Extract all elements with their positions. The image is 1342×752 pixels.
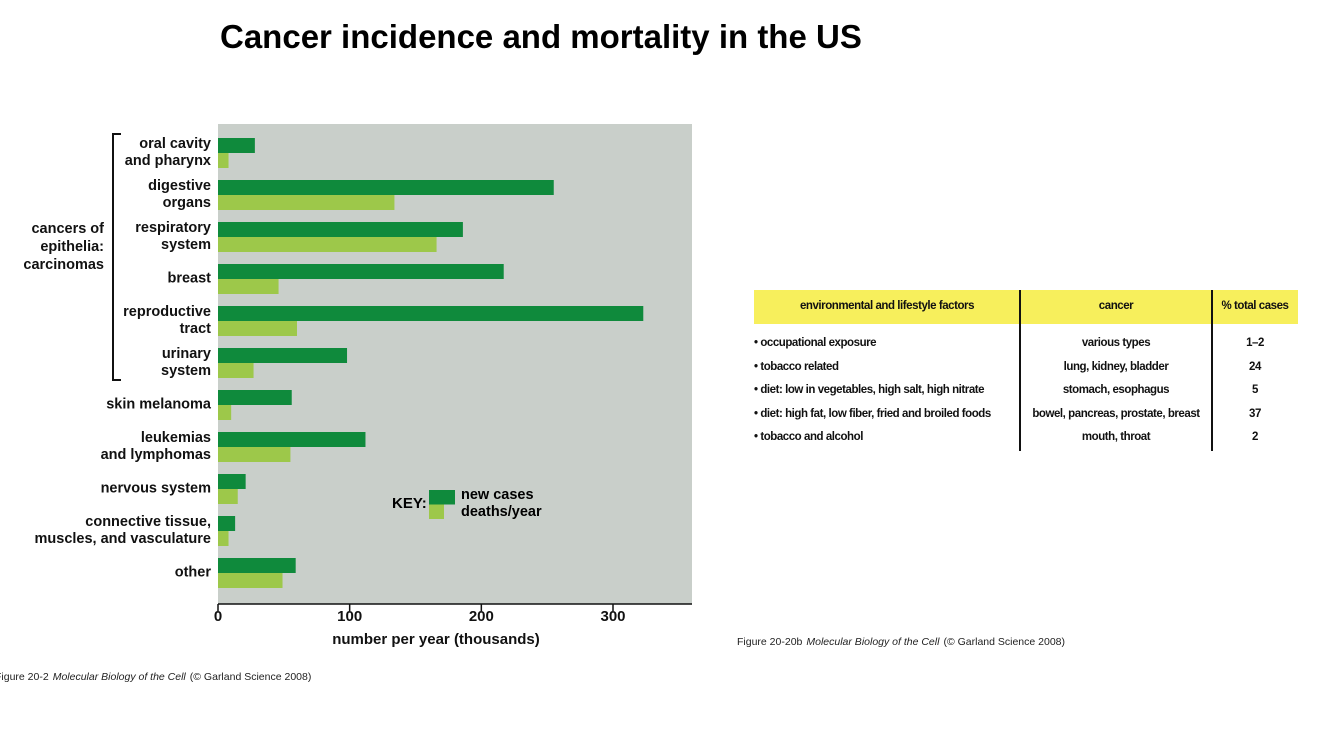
table-cell: • tobacco related (754, 360, 839, 373)
table-cell: bowel, pancreas, prostate, breast (1032, 407, 1200, 420)
table-cell: • diet: low in vegetables, high salt, hi… (754, 384, 985, 396)
table-header-cell: % total cases (1221, 300, 1289, 312)
bar (218, 390, 292, 405)
x-tick-label: 0 (213, 608, 223, 625)
x-tick-label: 200 (468, 608, 494, 625)
group-bracket (112, 133, 121, 381)
legend-label: new cases (461, 487, 534, 503)
bar (218, 222, 463, 237)
caption: Figure 20-2 Molecular Biology of the Cell… (0, 671, 315, 683)
x-axis-label: number per year (thousands) (332, 631, 540, 648)
legend-label: deaths/year (461, 504, 542, 520)
category-label: nervous system (100, 480, 211, 497)
category-label: other (174, 564, 211, 581)
bar (218, 348, 348, 363)
table-header-bg (754, 290, 1298, 324)
caption-book: Molecular Biology of the Cell (52, 671, 186, 683)
bar (218, 195, 395, 210)
legend-swatch (429, 490, 455, 505)
bar (218, 558, 296, 573)
bar (218, 138, 255, 153)
table-cell: 2 (1252, 431, 1258, 443)
bar (218, 264, 504, 279)
category-label: urinary system (161, 346, 211, 379)
table-cell: various types (1081, 337, 1151, 349)
x-tick-label: 100 (337, 608, 363, 625)
group-label: cancers of epithelia: carcinomas (23, 221, 104, 273)
category-label: digestive organs (148, 178, 211, 211)
table-cell: 1–2 (1246, 337, 1264, 349)
category-label: reproductive tract (123, 304, 211, 337)
bar (218, 405, 232, 420)
bar (218, 516, 236, 531)
category-label: leukemias and lymphomas (100, 430, 211, 463)
caption-figure: Figure 20-2 (0, 671, 49, 683)
table-cell: • occupational exposure (754, 337, 877, 349)
caption-figure: Figure 20-20b (737, 636, 803, 648)
bar (218, 447, 291, 462)
category-label: breast (167, 270, 211, 287)
slide-title: Cancer incidence and mortality in the US (220, 18, 862, 55)
bar (218, 474, 246, 489)
table-cell: • diet: high fat, low fiber, fried and b… (754, 407, 991, 420)
bar (218, 531, 229, 546)
bar (218, 363, 254, 378)
category-label: respiratory system (135, 220, 211, 253)
legend-swatch (429, 504, 444, 519)
table-cell: 24 (1249, 360, 1261, 373)
bar (218, 237, 437, 252)
caption-rest: (© Garland Science 2008) (189, 671, 312, 683)
table-cell: 5 (1252, 384, 1258, 396)
legend-title: KEY: (392, 495, 427, 512)
bar (218, 306, 644, 321)
table-cell: 37 (1249, 407, 1261, 420)
category-label: skin melanoma (106, 396, 211, 413)
bar (218, 279, 279, 294)
caption: Figure 20-20b Molecular Biology of the Ce… (737, 636, 1069, 648)
table-cell: lung, kidney, bladder (1063, 360, 1169, 373)
caption-rest: (© Garland Science 2008) (943, 636, 1066, 648)
bar (218, 573, 283, 588)
x-tick-label: 300 (600, 608, 626, 625)
bar (218, 180, 554, 195)
category-label: oral cavity and pharynx (124, 136, 211, 169)
bar (218, 321, 297, 336)
table-cell: stomach, esophagus (1062, 384, 1170, 396)
caption-book: Molecular Biology of the Cell (806, 636, 940, 648)
table-header-cell: cancer (1098, 300, 1134, 312)
bar (218, 489, 238, 504)
table-cell: mouth, throat (1081, 431, 1151, 443)
bar (218, 153, 229, 168)
category-label: connective tissue, muscles, and vasculat… (34, 514, 212, 547)
bar (218, 432, 366, 447)
table-header-cell: environmental and lifestyle factors (799, 300, 975, 312)
table-cell: • tobacco and alcohol (754, 431, 863, 443)
